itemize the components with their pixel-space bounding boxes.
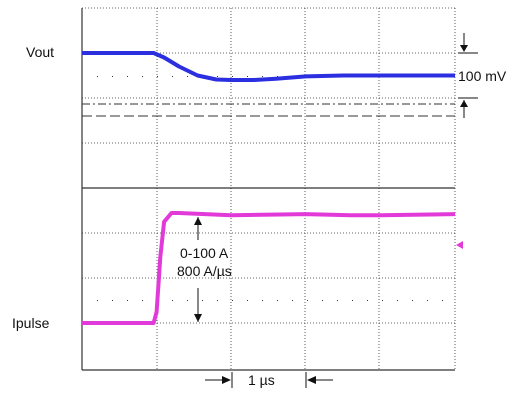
grid-dot (232, 300, 233, 301)
grid-dot (262, 300, 263, 301)
grid-dot (127, 76, 128, 77)
grid-dot (97, 300, 98, 301)
grid-dot (277, 76, 278, 77)
grid-dot (397, 300, 398, 301)
traces (82, 51, 456, 325)
grid-dot (97, 76, 98, 77)
grid-dot (187, 76, 188, 77)
grid-dot (127, 300, 128, 301)
grid-dot (172, 76, 173, 77)
v-scale-label: 100 mV (458, 68, 507, 84)
grid-dot (367, 300, 368, 301)
grid-dot (262, 76, 263, 77)
grid-dot (142, 300, 143, 301)
grid-dot (247, 300, 248, 301)
grid-dot (412, 300, 413, 301)
grid-dot (157, 76, 158, 77)
grid-dot (217, 76, 218, 77)
vout-trace (82, 51, 455, 82)
v-scale-marker (458, 33, 478, 118)
grid-dot (187, 300, 188, 301)
grid-dot (142, 76, 143, 77)
grid (81, 7, 456, 371)
grid-dot (172, 300, 173, 301)
channel-marker (456, 241, 463, 249)
ipulse-label: Ipulse (12, 315, 50, 331)
time-scale-label: 1 µs (248, 372, 275, 388)
time-scale-marker (205, 372, 333, 388)
grid-dot (247, 76, 248, 77)
grid-dot (232, 76, 233, 77)
i-step-label: 0-100 A (180, 245, 229, 261)
i-step-marker (194, 217, 202, 322)
grid-dot (277, 300, 278, 301)
slew-label: 800 A/µs (177, 263, 232, 279)
grid-dot (382, 300, 383, 301)
grid-dot (112, 300, 113, 301)
grid-dot (112, 76, 113, 77)
grid-dot (322, 300, 323, 301)
grid-dot (427, 300, 428, 301)
grid-dot (442, 300, 443, 301)
vout-label: Vout (26, 44, 54, 60)
grid-dot (307, 300, 308, 301)
grid-dot (217, 300, 218, 301)
ipulse-trace (82, 211, 456, 325)
grid-dot (292, 300, 293, 301)
grid-dot (352, 300, 353, 301)
grid-dot (202, 300, 203, 301)
grid-dot (337, 300, 338, 301)
